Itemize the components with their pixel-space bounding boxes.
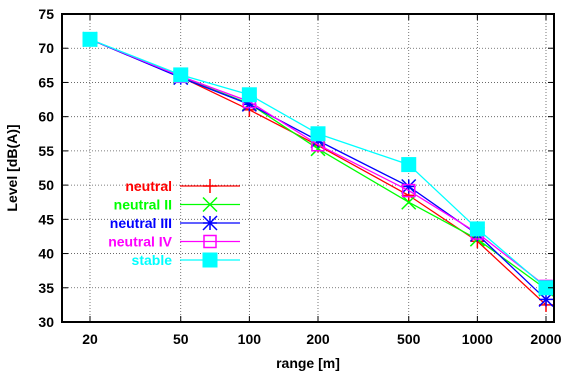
marker-stroke — [310, 126, 326, 142]
y-tick-label: 40 — [38, 246, 54, 262]
y-tick-label: 55 — [38, 143, 54, 159]
legend-marker — [202, 196, 218, 213]
x-tick-label: 500 — [397, 331, 421, 347]
plot-frame — [61, 13, 555, 323]
legend-label: neutral III — [110, 215, 172, 231]
marker-stroke — [401, 183, 416, 198]
data-point — [401, 178, 417, 195]
y-tick-label: 75 — [38, 6, 54, 22]
marker-stroke — [401, 194, 417, 210]
grid — [62, 13, 554, 323]
y-tick-label: 65 — [38, 74, 54, 90]
data-point — [241, 87, 257, 103]
y-tick-label: 35 — [38, 280, 54, 296]
data-point — [173, 67, 189, 83]
data-point — [82, 31, 98, 47]
x-tick-label: 200 — [306, 331, 330, 347]
legend-label: neutral II — [114, 197, 172, 213]
marker-stroke — [401, 178, 417, 195]
legend-label: neutral IV — [108, 234, 172, 250]
legend-label: neutral — [125, 178, 172, 194]
data-point — [401, 157, 417, 173]
marker-stroke — [202, 196, 218, 213]
x-tick-label: 100 — [238, 331, 262, 347]
marker-stroke — [469, 221, 485, 237]
marker-stroke — [203, 234, 217, 249]
marker-stroke — [202, 252, 218, 268]
x-tick-label: 20 — [82, 331, 98, 347]
data-point — [401, 194, 417, 210]
data-point — [310, 141, 326, 157]
series-line — [89, 38, 547, 289]
x-tick-label: 2000 — [530, 331, 561, 347]
x-tick-label: 1000 — [462, 331, 493, 347]
data-point — [401, 183, 416, 198]
legend: neutral neutral II neutral III neutral IV st… — [108, 178, 240, 268]
y-tick-label: 45 — [38, 211, 54, 227]
y-tick-label: 30 — [38, 314, 54, 330]
legend-marker — [202, 252, 218, 268]
data-point — [469, 221, 485, 237]
y-axis-title: Level [dB(A)] — [4, 124, 20, 211]
series-group — [82, 31, 554, 312]
ticks: 30 35 40 45 50 55 60 65 70 75 20 50 100 200 500 1000 200… — [38, 6, 561, 347]
marker-stroke — [82, 31, 98, 47]
marker-stroke — [202, 215, 218, 231]
marker-stroke — [241, 87, 257, 103]
legend-marker — [202, 215, 218, 231]
legend-marker — [203, 234, 217, 249]
series-stable — [82, 31, 554, 296]
marker-stroke — [173, 67, 189, 83]
x-axis-title: range [m] — [276, 355, 340, 371]
data-point — [310, 126, 326, 142]
marker-stroke — [401, 157, 417, 173]
x-tick-label: 50 — [173, 331, 189, 347]
y-tick-label: 70 — [38, 40, 54, 56]
legend-label: stable — [132, 252, 173, 268]
legend-marker — [203, 179, 217, 193]
y-tick-label: 50 — [38, 177, 54, 193]
y-tick-label: 60 — [38, 109, 54, 125]
marker-stroke — [310, 141, 326, 157]
